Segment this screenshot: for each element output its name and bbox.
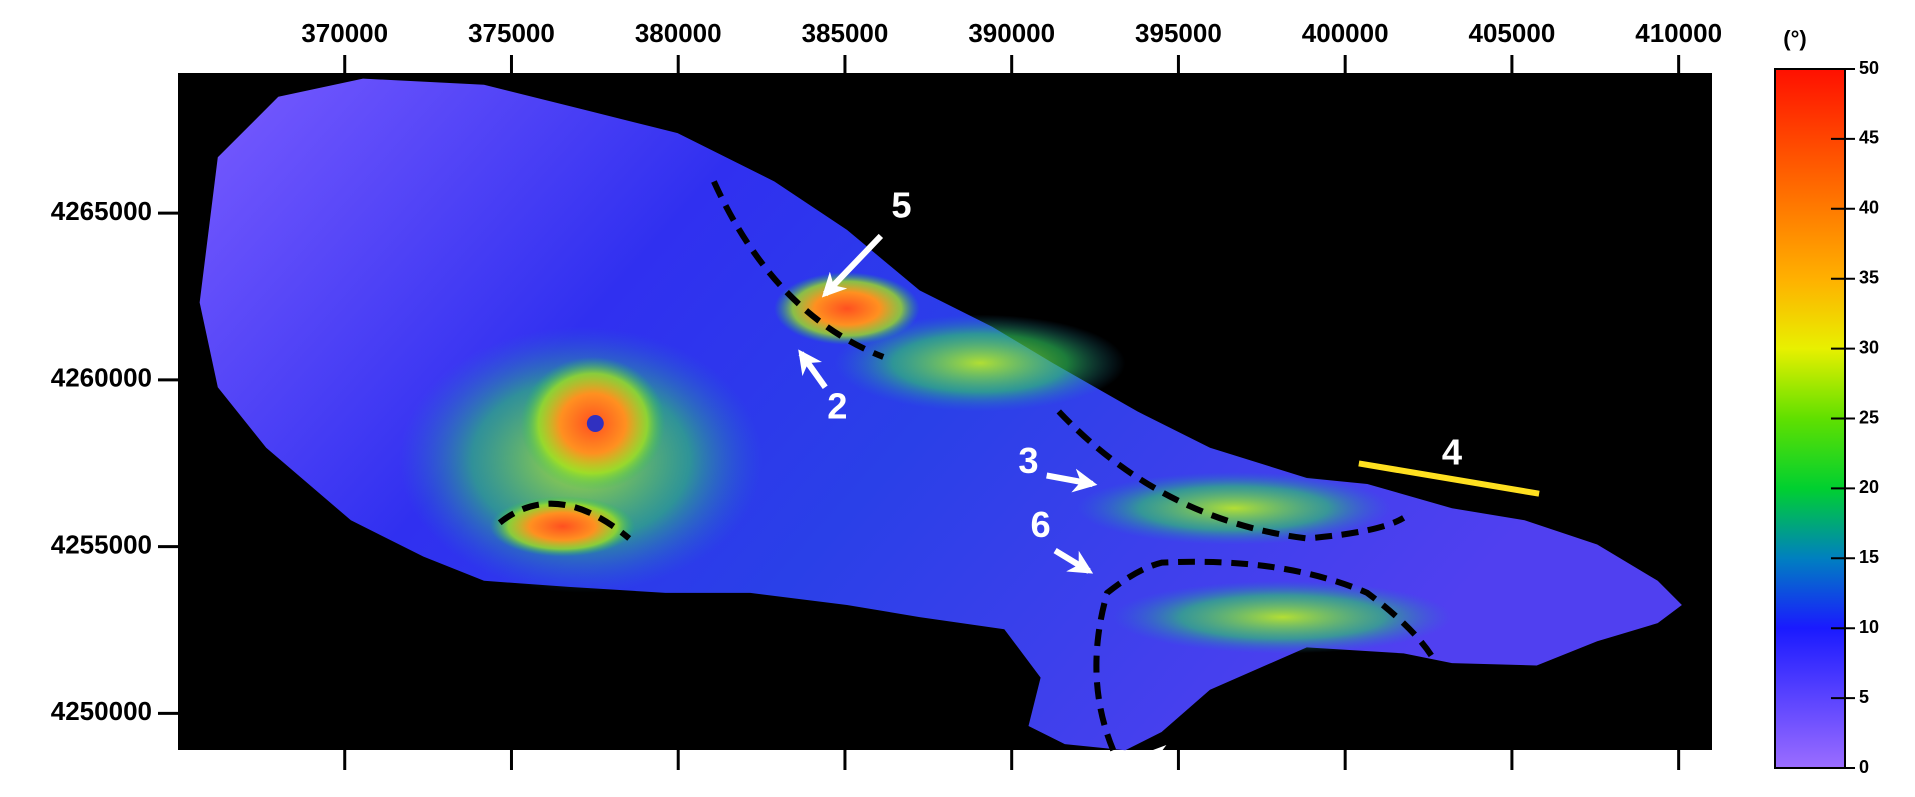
annotation-label: 5 bbox=[891, 185, 911, 226]
x-tick-label: 400000 bbox=[1302, 18, 1389, 48]
slope-zone bbox=[1076, 471, 1392, 545]
profile-line bbox=[1358, 460, 1540, 497]
colorbar-tick-label: 15 bbox=[1859, 547, 1879, 567]
x-tick-label: 405000 bbox=[1469, 18, 1556, 48]
colorbar-unit: (°) bbox=[1783, 26, 1806, 51]
colorbar-tick-label: 10 bbox=[1859, 617, 1879, 637]
y-tick-label: 4265000 bbox=[51, 196, 152, 226]
x-tick-label: 410000 bbox=[1635, 18, 1722, 48]
annotation-label: 2 bbox=[827, 386, 847, 427]
faults bbox=[497, 180, 1437, 752]
colorbar-tick-label: 0 bbox=[1859, 757, 1869, 777]
y-tick-label: 4255000 bbox=[51, 529, 152, 559]
y-tick-label: 4250000 bbox=[51, 696, 152, 726]
x-tick-label: 390000 bbox=[968, 18, 1055, 48]
x-tick-label: 395000 bbox=[1135, 18, 1222, 48]
annotation-label: 3 bbox=[1018, 440, 1038, 481]
steep-scarp bbox=[774, 272, 920, 345]
steep-scarp bbox=[490, 496, 636, 557]
slope-zone bbox=[1113, 580, 1452, 654]
colorbar-tick-label: 25 bbox=[1859, 407, 1879, 427]
slope-zone bbox=[834, 314, 1126, 412]
crater bbox=[586, 415, 604, 432]
annotation-label: 4 bbox=[1442, 432, 1462, 473]
y-tick-label: 4260000 bbox=[51, 363, 152, 393]
annotation-label: 1 bbox=[1200, 743, 1220, 784]
colorbar-tick-label: 5 bbox=[1859, 687, 1869, 707]
annotations: 1 2 3 4 5 6 bbox=[827, 185, 1462, 784]
annotation-label: 6 bbox=[1031, 504, 1051, 545]
arrows bbox=[798, 233, 1193, 770]
x-tick-label: 380000 bbox=[635, 18, 722, 48]
colorbar-tick-label: 30 bbox=[1859, 337, 1879, 357]
x-tick-label: 375000 bbox=[468, 18, 555, 48]
colorbar-tick-label: 45 bbox=[1859, 128, 1879, 148]
island: 1 2 3 4 5 6 bbox=[199, 78, 1682, 784]
colorbar-tick-label: 35 bbox=[1859, 267, 1879, 287]
colorbar-tick-label: 40 bbox=[1859, 198, 1879, 218]
colorbar-tick-label: 20 bbox=[1859, 477, 1879, 497]
colorbar-tick-label: 50 bbox=[1859, 58, 1879, 78]
x-tick-label: 385000 bbox=[802, 18, 889, 48]
x-tick-label: 370000 bbox=[301, 18, 388, 48]
